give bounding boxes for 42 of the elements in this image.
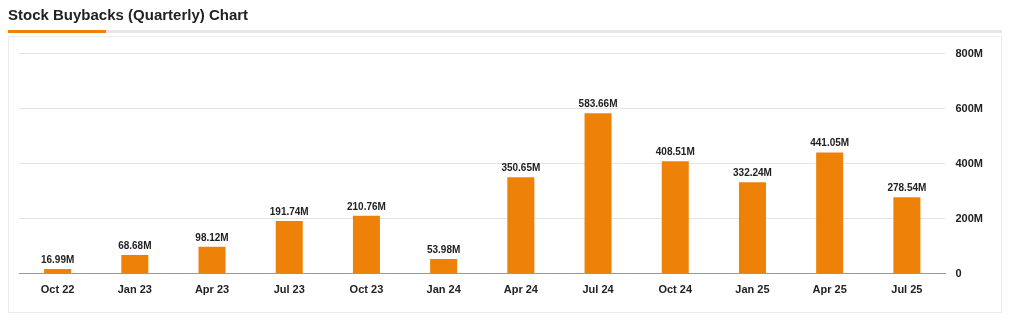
y-tick-label: 800M bbox=[955, 46, 984, 59]
bar bbox=[430, 258, 458, 274]
bar bbox=[816, 152, 844, 274]
x-tick-label: Apr 24 bbox=[503, 283, 539, 296]
y-tick-label: 600M bbox=[955, 101, 984, 114]
x-tick-label: Jan 25 bbox=[735, 283, 770, 296]
y-tick-label: 400M bbox=[955, 156, 984, 169]
bar bbox=[352, 215, 380, 274]
x-tick-label: Jan 24 bbox=[426, 283, 462, 296]
x-tick-label: Jan 23 bbox=[117, 283, 152, 296]
data-label: 98.12M bbox=[195, 231, 229, 243]
x-tick-label: Jul 25 bbox=[891, 283, 923, 296]
bar bbox=[121, 254, 149, 274]
data-label: 332.24M bbox=[733, 167, 772, 179]
data-label: 16.99M bbox=[40, 253, 75, 265]
x-tick-label: Apr 25 bbox=[812, 283, 847, 296]
x-tick-label: Oct 23 bbox=[349, 283, 384, 296]
bar bbox=[893, 197, 921, 274]
data-label: 278.54M bbox=[887, 181, 927, 193]
bar bbox=[584, 113, 612, 274]
x-tick-label: Jul 23 bbox=[273, 283, 305, 296]
x-tick-label: Apr 23 bbox=[194, 283, 230, 296]
bar bbox=[507, 177, 535, 274]
bar bbox=[661, 161, 689, 274]
x-tick-label: Oct 24 bbox=[658, 283, 693, 296]
data-label: 191.74M bbox=[269, 205, 309, 217]
bar bbox=[198, 246, 226, 274]
bar bbox=[738, 182, 766, 274]
x-tick-label: Jul 24 bbox=[582, 283, 615, 296]
data-label: 53.98M bbox=[426, 243, 461, 255]
data-label: 68.68M bbox=[118, 239, 152, 251]
data-label: 350.65M bbox=[501, 162, 541, 174]
bar bbox=[275, 221, 303, 274]
data-label: 441.05M bbox=[810, 137, 850, 149]
data-label: 583.66M bbox=[578, 97, 618, 109]
data-label: 408.51M bbox=[655, 146, 695, 158]
y-tick-label: 200M bbox=[955, 211, 984, 224]
x-tick-label: Oct 22 bbox=[40, 283, 75, 296]
data-label: 210.76M bbox=[346, 200, 386, 212]
y-tick-label: 0 bbox=[955, 266, 962, 279]
chart-title: Stock Buybacks (Quarterly) Chart bbox=[8, 6, 249, 23]
bar bbox=[44, 269, 72, 274]
